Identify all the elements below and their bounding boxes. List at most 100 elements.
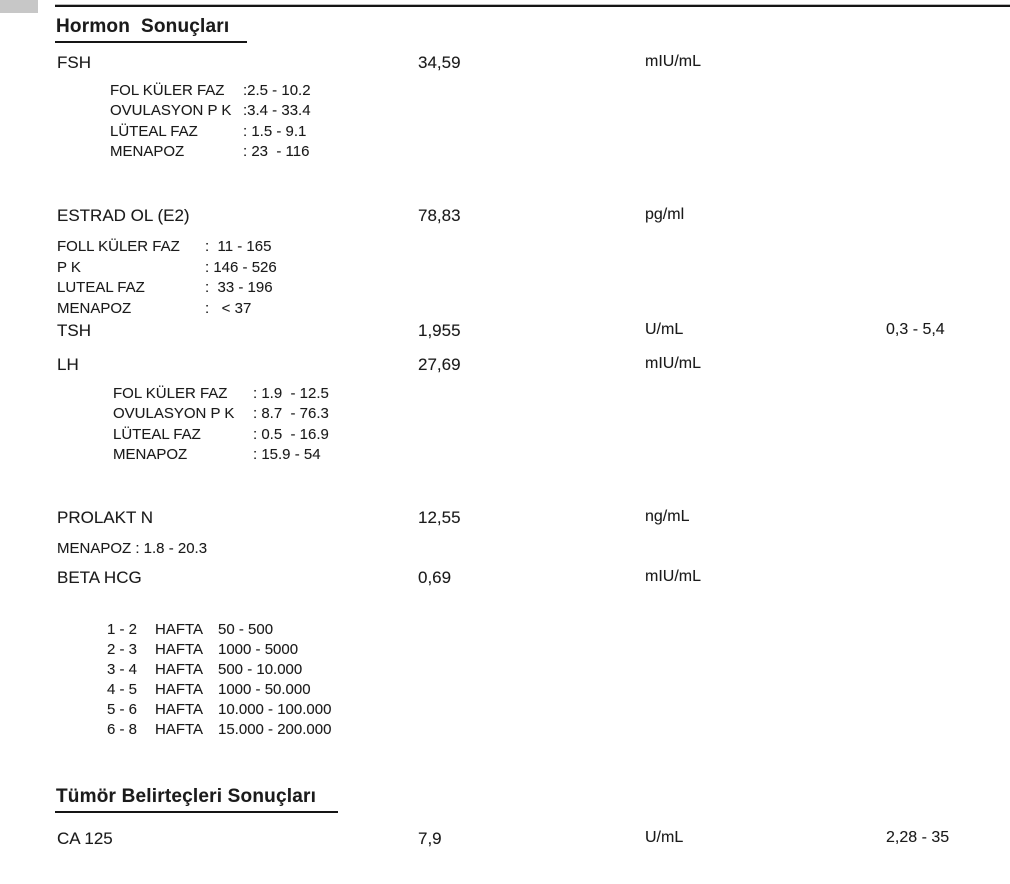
test-value: 27,69 xyxy=(418,355,461,374)
tumor-title-underline xyxy=(55,811,338,813)
test-name: CA 125 xyxy=(57,829,113,848)
test-name: FSH xyxy=(57,53,91,72)
reference-line: MENAPOZ : < 37 xyxy=(57,299,277,320)
reference-line: 6 - 8 HAFTA 15.000 - 200.000 xyxy=(107,720,331,740)
reference-range: 50 - 500 xyxy=(218,621,274,638)
test-unit: ng/mL xyxy=(645,508,690,525)
reference-label: LÜTEAL FAZ xyxy=(110,122,198,140)
test-ref-range: 2,28 - 35 xyxy=(886,829,950,846)
prolactin-reference-range: MENAPOZ : 1.8 - 20.3 xyxy=(57,540,208,557)
hafta-label: HAFTA xyxy=(155,721,204,738)
reference-line: OVULASYON P K :3.4 - 33.4 xyxy=(110,101,311,121)
test-row-ca125: CA 125 7,9 U/mL 2,28 - 35 xyxy=(0,829,1010,849)
reference-label: LÜTEAL FAZ xyxy=(113,425,201,443)
fsh-reference-ranges: FOL KÜLER FAZ :2.5 - 10.2 OVULASYON P K :3… xyxy=(110,81,311,162)
reference-line: 5 - 6 HAFTA 10.000 - 100.000 xyxy=(107,700,331,720)
test-name: PROLAKT N xyxy=(57,508,154,527)
lh-reference-ranges: FOL KÜLER FAZ : 1.9 - 12.5 OVULASYON P K:… xyxy=(113,384,329,465)
hafta-label: HAFTA xyxy=(155,701,204,718)
reference-range: : < 37 xyxy=(205,299,252,317)
test-row-lh: LH 27,69 mIU/mL xyxy=(0,355,1010,375)
reference-label: FOL KÜLER FAZ xyxy=(110,82,225,99)
reference-range: : 1.5 - 9.1 xyxy=(243,122,307,140)
reference-range: : 8.7 - 76.3 xyxy=(253,405,329,423)
test-row-fsh: FSH 34,59 mIU/mL xyxy=(0,53,1010,73)
test-unit: mIU/mL xyxy=(645,53,701,70)
estradiol-reference-ranges: FOLL KÜLER FAZ: 11 - 165 P K: 146 - 526 … xyxy=(57,237,277,319)
reference-range: 15.000 - 200.000 xyxy=(218,721,332,738)
beta-hcg-reference-ranges: 1 - 2 HAFTA 50 - 500 2 - 3 HAFTA 1000 - 5000… xyxy=(107,620,331,740)
weeks-label: 5 - 6 xyxy=(107,701,138,718)
test-value: 34,59 xyxy=(418,53,461,72)
reference-label: MENAPOZ xyxy=(113,445,188,463)
reference-range: 1000 - 50.000 xyxy=(218,681,311,698)
test-value: 0,69 xyxy=(418,568,452,587)
test-ref-range: 0,3 - 5,4 xyxy=(886,321,945,338)
hormone-title-underline xyxy=(55,41,247,43)
weeks-label: 2 - 3 xyxy=(107,641,138,658)
test-row-estradiol: ESTRAD OL (E2) 78,83 pg/ml xyxy=(0,206,1010,226)
reference-range: : 146 - 526 xyxy=(205,258,277,276)
hafta-label: HAFTA xyxy=(155,621,204,638)
reference-label: FOL KÜLER FAZ xyxy=(113,385,228,402)
hafta-label: HAFTA xyxy=(155,661,204,678)
hafta-label: HAFTA xyxy=(155,641,204,658)
reference-range: : 1.9 - 12.5 xyxy=(253,385,329,402)
test-unit: pg/ml xyxy=(645,206,685,223)
reference-range: : 15.9 - 54 xyxy=(253,445,321,463)
weeks-label: 4 - 5 xyxy=(107,681,138,698)
reference-range: :3.4 - 33.4 xyxy=(243,102,311,120)
reference-line: 1 - 2 HAFTA 50 - 500 xyxy=(107,620,331,640)
test-value: 1,955 xyxy=(418,321,461,340)
test-name: LH xyxy=(57,355,79,374)
reference-label: OVULASYON P K xyxy=(110,102,232,120)
reference-line: LÜTEAL FAZ : 0.5 - 16.9 xyxy=(113,425,329,445)
hormone-section-title: Hormon Sonuçları xyxy=(56,16,230,37)
reference-line: MENAPOZ : 23 - 116 xyxy=(110,142,311,162)
test-unit: U/mL xyxy=(645,829,684,846)
reference-line: FOLL KÜLER FAZ : 11 - 165 xyxy=(57,237,277,258)
reference-range: 10.000 - 100.000 xyxy=(218,701,332,718)
reference-line: 4 - 5 HAFTA 1000 - 50.000 xyxy=(107,680,331,700)
reference-label: OVULASYON P K xyxy=(113,405,235,423)
test-row-prolactin: PROLAKT N 12,55 ng/mL xyxy=(0,508,1010,528)
reference-line: FOL KÜLER FAZ : 1.9 - 12.5 xyxy=(113,384,329,404)
test-name: ESTRAD OL (E2) xyxy=(57,206,190,225)
weeks-label: 1 - 2 xyxy=(107,621,138,638)
reference-range: : 11 - 165 xyxy=(205,238,272,255)
test-name: TSH xyxy=(57,321,91,340)
reference-range: 500 - 10.000 xyxy=(218,661,303,678)
test-name: BETA HCG xyxy=(57,568,142,587)
test-value: 78,83 xyxy=(418,206,461,225)
reference-label: MENAPOZ xyxy=(57,299,132,317)
reference-line: OVULASYON P K : 8.7 - 76.3 xyxy=(113,404,329,424)
scan-artifact xyxy=(0,0,38,13)
reference-label: LUTEAL FAZ xyxy=(57,279,145,297)
reference-range: : 33 - 196 xyxy=(205,279,273,297)
reference-range: : 23 - 116 xyxy=(243,142,310,160)
weeks-label: 3 - 4 xyxy=(107,661,138,678)
top-rule xyxy=(55,5,1010,7)
reference-line: LUTEAL FAZ : 33 - 196 xyxy=(57,278,277,299)
test-unit: mIU/mL xyxy=(645,355,701,372)
weeks-label: 6 - 8 xyxy=(107,721,138,738)
reference-range: : 0.5 - 16.9 xyxy=(253,425,329,443)
reference-range: :2.5 - 10.2 xyxy=(243,82,311,99)
test-value: 7,9 xyxy=(418,829,442,848)
reference-line: P K : 146 - 526 xyxy=(57,258,277,279)
reference-label: FOLL KÜLER FAZ xyxy=(57,238,180,255)
reference-line: LÜTEAL FAZ : 1.5 - 9.1 xyxy=(110,122,311,142)
reference-line: 2 - 3 HAFTA 1000 - 5000 xyxy=(107,640,331,660)
test-row-beta-hcg: BETA HCG 0,69 mIU/mL xyxy=(0,568,1010,588)
reference-range: 1000 - 5000 xyxy=(218,641,299,658)
reference-label: P K xyxy=(57,258,81,276)
reference-label: MENAPOZ xyxy=(110,142,185,160)
reference-line: MENAPOZ : 15.9 - 54 xyxy=(113,445,329,465)
test-unit: mIU/mL xyxy=(645,568,701,585)
hafta-label: HAFTA xyxy=(155,681,204,698)
tumor-section-title: Tümör Belirteçleri Sonuçları xyxy=(56,786,317,807)
test-unit: U/mL xyxy=(645,321,684,338)
reference-line: 3 - 4 HAFTA 500 - 10.000 xyxy=(107,660,331,680)
test-row-tsh: TSH 1,955 U/mL 0,3 - 5,4 xyxy=(0,321,1010,341)
